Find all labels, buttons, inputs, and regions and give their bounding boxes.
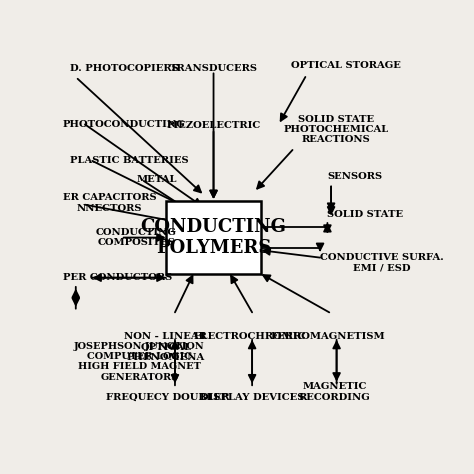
Text: PIEZOELECTRIC: PIEZOELECTRIC bbox=[166, 121, 261, 130]
Text: FREQUECY DOUBLER: FREQUECY DOUBLER bbox=[106, 393, 229, 402]
Text: MAGNETIC
RECORDING: MAGNETIC RECORDING bbox=[299, 383, 371, 402]
Text: ER CAPACITORS
NNECTORS: ER CAPACITORS NNECTORS bbox=[63, 193, 156, 212]
Text: OPTICAL STORAGE: OPTICAL STORAGE bbox=[291, 61, 401, 70]
Text: D. PHOTOCOPIERS: D. PHOTOCOPIERS bbox=[70, 64, 179, 73]
Text: ELECTROCHROMIC: ELECTROCHROMIC bbox=[194, 332, 307, 341]
Text: CONDUCTIVE SURFA.
EMI / ESD: CONDUCTIVE SURFA. EMI / ESD bbox=[320, 254, 444, 273]
Text: PHOTOCONDUCTING: PHOTOCONDUCTING bbox=[63, 120, 185, 129]
Text: JOSEPHSON JUNCTION
COMPUTER LOGIC
HIGH FIELD MAGNET
GENERATORS: JOSEPHSON JUNCTION COMPUTER LOGIC HIGH F… bbox=[74, 342, 205, 382]
Text: PER CONDUCTORS: PER CONDUCTORS bbox=[63, 273, 172, 282]
Text: NON - LINEAR
OPTICAL
PHENOMENA: NON - LINEAR OPTICAL PHENOMENA bbox=[124, 332, 207, 362]
Text: PLASTIC BATTERIES: PLASTIC BATTERIES bbox=[70, 156, 189, 165]
Text: DISPLAY DEVICES: DISPLAY DEVICES bbox=[200, 393, 304, 402]
Bar bbox=[166, 201, 261, 274]
Text: FERROMAGNETISM: FERROMAGNETISM bbox=[270, 332, 385, 341]
Text: SOLID STATE
PHOTOCHEMICAL
REACTIONS: SOLID STATE PHOTOCHEMICAL REACTIONS bbox=[283, 115, 389, 145]
Text: CONDUCTING
COMPOSITES: CONDUCTING COMPOSITES bbox=[96, 228, 177, 247]
Text: CONDUCTING
POLYMERS: CONDUCTING POLYMERS bbox=[141, 218, 286, 257]
Text: SENSORS: SENSORS bbox=[328, 172, 383, 181]
Text: SOLID STATE: SOLID STATE bbox=[328, 210, 403, 219]
Text: TRANSDUCERS: TRANSDUCERS bbox=[170, 64, 257, 73]
Text: METAL: METAL bbox=[137, 174, 177, 183]
